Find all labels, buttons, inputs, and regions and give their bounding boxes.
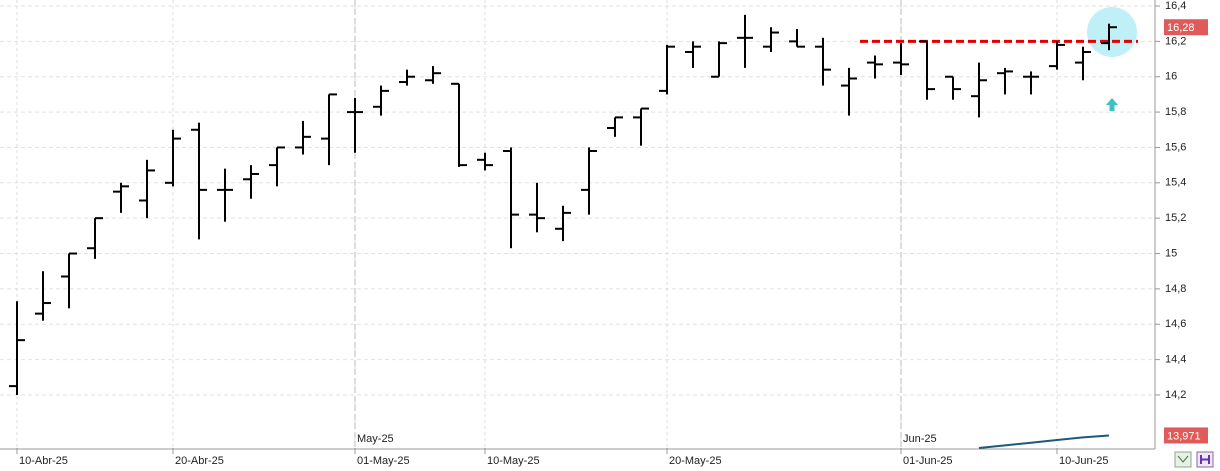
y-tick-label: 16 (1165, 71, 1177, 83)
y-tick-label: 14,4 (1165, 354, 1186, 366)
month-label: May-25 (357, 433, 394, 445)
indicator-line (978, 434, 1110, 449)
x-tick-label: 10-Jun-25 (1059, 455, 1109, 467)
y-tick-label: 14,6 (1165, 318, 1186, 330)
month-label: Jun-25 (903, 433, 937, 445)
y-tick-label: 16,2 (1165, 35, 1186, 47)
highlight-circle (1087, 7, 1137, 57)
last-price-label: 16,28 (1167, 22, 1195, 34)
y-tick-label: 15,8 (1165, 106, 1186, 118)
x-tick-label: 10-Abr-25 (19, 455, 68, 467)
toolbar-button[interactable] (1174, 451, 1192, 468)
up-arrow (1106, 98, 1118, 111)
y-tick-label: 14,8 (1165, 283, 1186, 295)
toolbar-icon (1200, 455, 1210, 464)
y-tick-label: 15,2 (1165, 212, 1186, 224)
y-tick-label: 14,2 (1165, 389, 1186, 401)
y-tick-label: 15,6 (1165, 141, 1186, 153)
last-price-label-box (1164, 19, 1208, 36)
x-tick-label: 10-May-25 (487, 455, 540, 467)
toolbar-icon (1177, 455, 1189, 463)
x-tick-label: 20-May-25 (669, 455, 722, 467)
y-tick-label: 16,4 (1165, 0, 1186, 12)
x-tick-label: 20-Abr-25 (175, 455, 224, 467)
indicator-label: 13,971 (1167, 430, 1201, 442)
y-tick-label: 15 (1165, 247, 1177, 259)
indicator-label-box (1164, 427, 1208, 444)
x-tick-label: 01-Jun-25 (903, 455, 953, 467)
x-tick-label: 01-May-25 (357, 455, 410, 467)
y-tick-label: 15,4 (1165, 177, 1186, 189)
